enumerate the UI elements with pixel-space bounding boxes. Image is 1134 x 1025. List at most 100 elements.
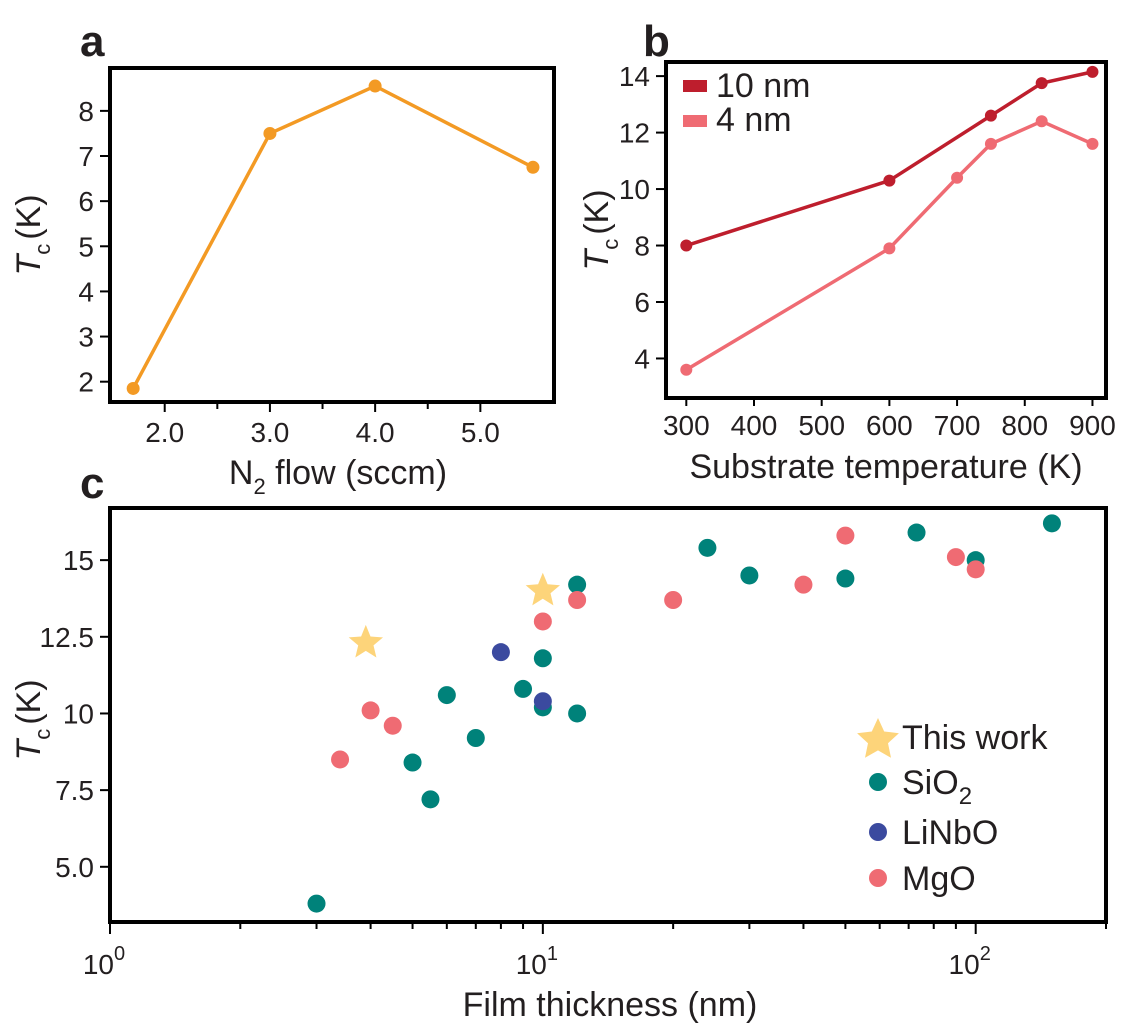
panel-c-star-point <box>348 624 383 658</box>
panel-b-series-line-4nm <box>685 119 1094 372</box>
panel-a-x-tick-label: 4.0 <box>356 417 395 448</box>
panel-b-y-tick-label: 8 <box>634 231 650 262</box>
panel-b-data-point <box>951 171 964 184</box>
panel-b-frame <box>664 60 1108 400</box>
panel-c-data-point-sio <box>1042 514 1061 533</box>
panel-b-y-tick-label: 14 <box>619 61 650 92</box>
panel-a-ticks: 2.0 3.0 4.0 5.0 2 3 4 5 6 7 8 <box>78 96 499 448</box>
panel-c-data-point-mgo <box>664 591 683 609</box>
panel-b-y-tick-label: 6 <box>634 287 650 318</box>
legend-label-linbo: LiNbO <box>902 814 998 852</box>
panel-a-data-point <box>126 381 140 395</box>
panel-b-x-tick-label: 600 <box>866 410 913 441</box>
panel-b-x-tick-label: 400 <box>731 410 778 441</box>
legend-marker-this-work <box>857 718 899 758</box>
legend-marker-sio2 <box>869 773 887 791</box>
panel-a-y-tick-label: 4 <box>78 276 94 307</box>
panel-c-data-point-mgo <box>361 701 380 720</box>
panel-a-data-point <box>263 126 277 140</box>
panel-b-ticks: 300 400 500 600 700 800 900 4 6 8 10 12 14 <box>619 61 1116 441</box>
panel-c-legend: This work SiO2 LiNbO MgO <box>857 718 1048 898</box>
panel-c-data-point-mgo <box>533 612 552 631</box>
panel-c-data-point-sio <box>568 575 587 594</box>
panel-b-data-point <box>1086 137 1099 150</box>
panel-c-x-tick-label: 102 <box>949 943 991 980</box>
panel-c-data-point-sio <box>740 566 759 585</box>
panel-a-y-tick-label: 7 <box>78 141 94 172</box>
panel-b-data-point <box>680 363 693 376</box>
panel-c-data-point-sio <box>533 649 552 668</box>
panel-a-y-tick-label: 8 <box>78 96 94 127</box>
legend-label-4nm: 4 nm <box>716 101 792 139</box>
panel-c: c 100 101 102 5.0 7.5 10 12.5 15 This work SiO2… <box>10 459 1108 1024</box>
panel-b-data-point <box>883 174 896 187</box>
panel-c-data-point-sio <box>907 523 926 542</box>
panel-a-y-axis-title: Tc(K) <box>10 194 55 275</box>
panel-a: a 2.0 3.0 4.0 5.0 2 3 4 5 6 7 8 N2 flow (sccm) Tc(… <box>10 17 556 499</box>
panel-a-x-tick-label: 2.0 <box>145 417 184 448</box>
panel-a-series-line <box>131 84 534 390</box>
panel-c-data-point-mgo <box>966 560 985 579</box>
panel-b-x-axis-title: Substrate temperature (K) <box>689 448 1082 486</box>
panel-b: b 300 400 500 600 700 800 900 4 6 8 10 12 14 10 nm 4… <box>578 17 1116 486</box>
panel-b-y-tick-label: 10 <box>619 174 650 205</box>
panel-c-data-point-sio <box>836 569 855 588</box>
panel-c-ticks: 100 101 102 5.0 7.5 10 12.5 15 <box>40 545 1107 980</box>
legend-swatch-10nm <box>683 80 707 92</box>
panel-b-x-tick-label: 500 <box>798 410 845 441</box>
panel-b-data-point <box>984 137 997 150</box>
panel-b-data-point <box>680 239 693 252</box>
legend-label-sio2: SiO2 <box>902 764 972 810</box>
panel-a-y-tick-label: 5 <box>78 231 94 262</box>
panel-c-y-tick-label: 12.5 <box>40 622 95 653</box>
panel-c-data-point-linbo <box>533 692 552 711</box>
panel-b-x-tick-label: 800 <box>1001 410 1048 441</box>
panel-c-plot-area <box>307 514 1061 913</box>
panel-b-data-point <box>883 242 896 255</box>
panel-c-x-tick-label: 100 <box>83 943 125 980</box>
legend-marker-mgo <box>869 869 887 887</box>
panel-c-y-tick-label: 15 <box>63 545 94 576</box>
panel-c-data-point-sio <box>307 894 326 913</box>
panel-c-y-tick-label: 5.0 <box>55 852 94 883</box>
panel-b-letter: b <box>643 17 670 66</box>
panel-b-x-tick-label: 300 <box>663 410 710 441</box>
panel-a-plot-area <box>126 79 540 395</box>
panel-c-data-point-sio <box>403 753 422 772</box>
panel-b-data-point <box>1035 115 1048 128</box>
legend-label-10nm: 10 nm <box>716 67 811 105</box>
panel-b-legend: 10 nm 4 nm <box>683 67 811 139</box>
panel-c-letter: c <box>80 459 104 508</box>
legend-marker-linbo <box>869 823 887 841</box>
panel-b-data-point <box>984 109 997 122</box>
panel-a-data-point <box>526 160 540 174</box>
panel-c-x-tick-label: 101 <box>516 943 558 980</box>
panel-a-y-tick-label: 2 <box>78 367 94 398</box>
panel-a-y-tick-label: 3 <box>78 322 94 353</box>
panel-c-data-point-sio <box>514 679 533 698</box>
panel-c-data-point-mgo <box>946 548 965 567</box>
panel-c-y-tick-label: 7.5 <box>55 775 94 806</box>
panel-a-frame <box>108 66 556 404</box>
panel-c-data-point-mgo <box>794 575 813 594</box>
legend-label-mgo: MgO <box>902 860 976 898</box>
panel-c-data-point-mgo <box>383 716 402 735</box>
panel-c-data-point-mgo <box>568 591 587 609</box>
panel-c-y-axis-title: Tc(K) <box>10 679 55 760</box>
panel-b-x-tick-label: 900 <box>1069 410 1116 441</box>
panel-b-data-point <box>1035 77 1048 90</box>
panel-a-x-axis-title: N2 flow (sccm) <box>229 454 447 499</box>
panel-c-frame <box>108 506 1108 924</box>
legend-swatch-4nm <box>683 115 707 127</box>
legend-label-this-work: This work <box>902 719 1048 757</box>
panel-a-letter: a <box>80 17 105 66</box>
panel-c-x-axis-title: Film thickness (nm) <box>463 986 758 1024</box>
panel-a-y-tick-label: 6 <box>78 186 94 217</box>
panel-c-data-point-linbo <box>491 643 510 662</box>
panel-c-data-point-mgo <box>836 526 855 545</box>
panel-c-data-point-mgo <box>331 750 350 769</box>
panel-a-x-tick-label: 5.0 <box>461 417 500 448</box>
panel-c-data-point-sio <box>421 790 440 809</box>
panel-b-y-axis-title: Tc(K) <box>578 189 623 270</box>
